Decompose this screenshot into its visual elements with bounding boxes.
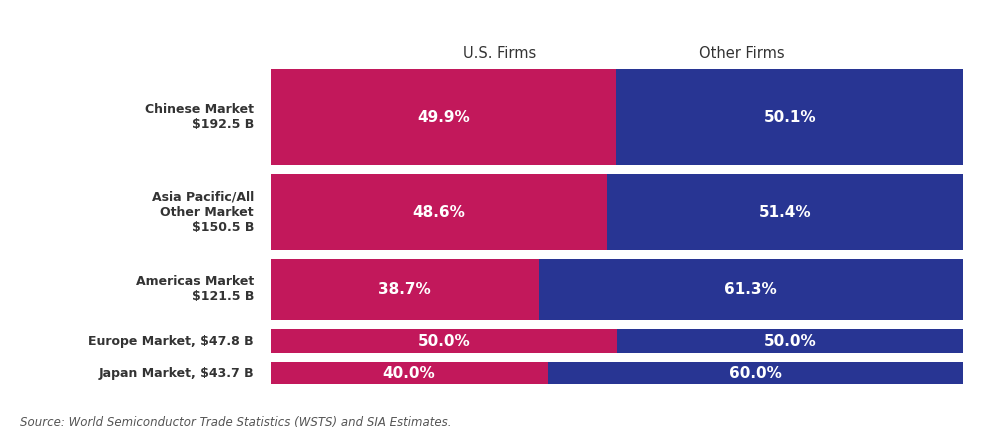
Text: 50.0%: 50.0% xyxy=(764,333,816,349)
Text: U.S. Firms: U.S. Firms xyxy=(463,46,536,61)
Bar xyxy=(539,259,963,320)
Text: 61.3%: 61.3% xyxy=(724,282,777,297)
Text: Other Firms: Other Firms xyxy=(699,46,784,61)
Text: 50.1%: 50.1% xyxy=(763,110,816,125)
Bar xyxy=(617,329,963,353)
Text: 48.6%: 48.6% xyxy=(413,205,465,220)
Text: 38.7%: 38.7% xyxy=(378,282,431,297)
Text: 50.0%: 50.0% xyxy=(417,333,470,349)
Text: 49.9%: 49.9% xyxy=(417,110,470,125)
Bar xyxy=(271,362,548,384)
Text: 60.0%: 60.0% xyxy=(729,365,782,381)
Text: Source: World Semiconductor Trade Statistics (WSTS) and SIA Estimates.: Source: World Semiconductor Trade Statis… xyxy=(20,416,452,429)
Bar xyxy=(271,174,607,250)
Text: 40.0%: 40.0% xyxy=(383,365,436,381)
Bar xyxy=(271,329,617,353)
Bar xyxy=(271,69,616,165)
Text: 51.4%: 51.4% xyxy=(759,205,811,220)
Bar xyxy=(548,362,963,384)
Bar xyxy=(616,69,963,165)
Bar xyxy=(271,259,539,320)
Bar xyxy=(607,174,963,250)
